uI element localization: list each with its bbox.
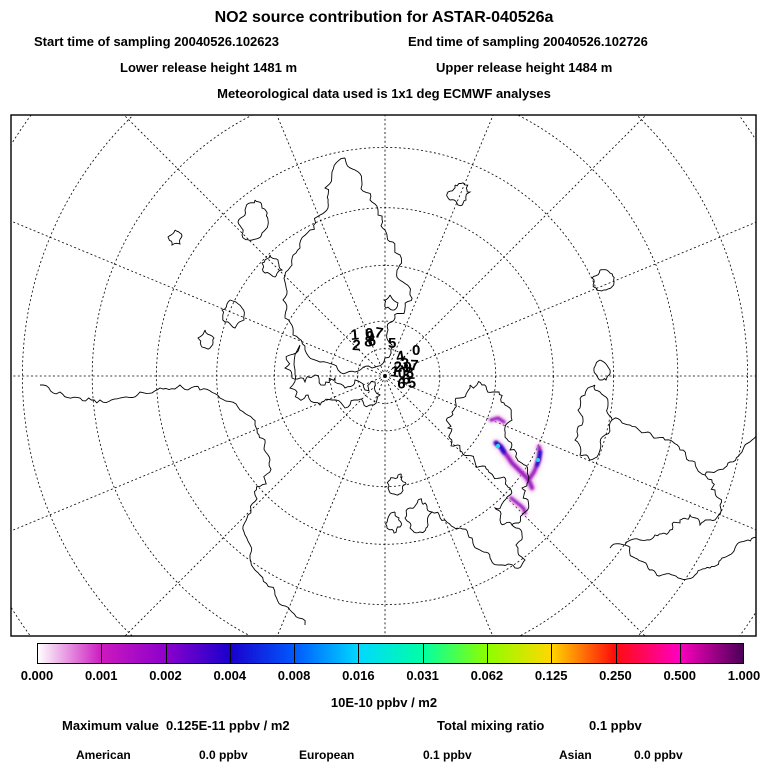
- svg-text:2: 2: [352, 337, 361, 354]
- svg-text:6: 6: [367, 332, 377, 350]
- svg-text:0: 0: [412, 342, 420, 359]
- svg-text:6: 6: [397, 375, 407, 393]
- svg-text:5: 5: [407, 374, 417, 392]
- svg-text:7: 7: [410, 357, 419, 374]
